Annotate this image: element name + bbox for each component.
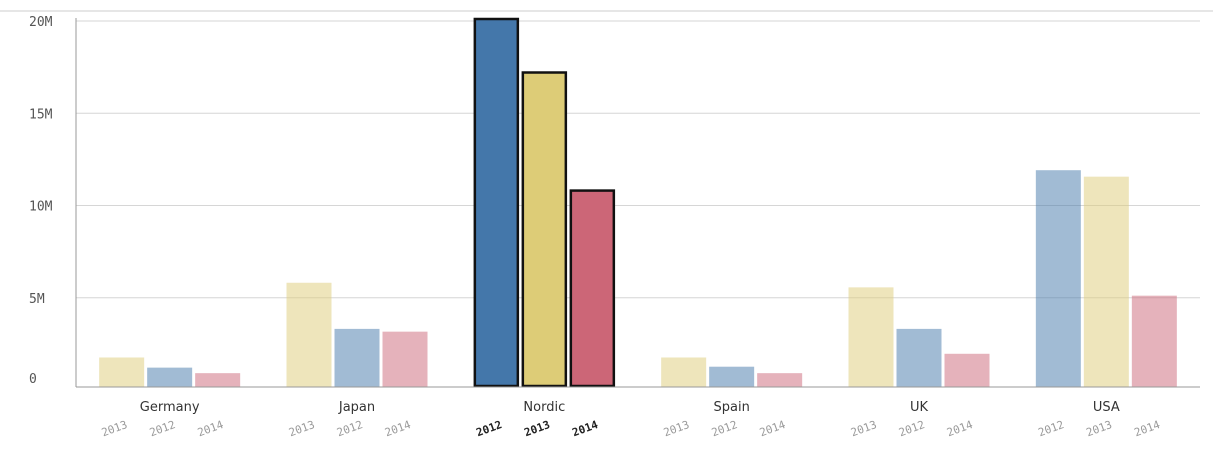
category-label[interactable]: UK	[910, 400, 929, 415]
bar-japan-2012[interactable]	[334, 328, 380, 387]
x-subtick-label: 2014	[945, 418, 975, 439]
x-subtick-label: 2013	[662, 418, 691, 439]
bar-germany-2013[interactable]	[99, 357, 145, 387]
x-subtick-label: 2012	[710, 418, 739, 439]
x-axis-labels: 2013 2012 2014 Germany 2013 2012 2014 Japan 2012…	[100, 400, 1162, 439]
x-subtick-label: 2012	[148, 418, 177, 439]
bar-nordic-2013[interactable]	[521, 71, 568, 388]
category-label[interactable]: Spain	[714, 400, 750, 415]
bar-spain-2013[interactable]	[661, 357, 707, 387]
x-subtick-label: 2014	[758, 418, 788, 439]
x-subtick-label: 2012	[1036, 418, 1065, 439]
category-label[interactable]: Nordic	[523, 400, 565, 415]
gridlines	[76, 20, 1200, 299]
bar-spain-2012[interactable]	[709, 366, 755, 387]
bar-usa-2012[interactable]	[1035, 170, 1081, 387]
bar-japan-2013[interactable]	[286, 282, 332, 387]
bar-usa-2013[interactable]	[1083, 176, 1129, 387]
bar-uk-2013[interactable]	[848, 287, 894, 387]
bar-uk-2012[interactable]	[896, 328, 942, 387]
bar-uk-2014[interactable]	[944, 353, 990, 387]
x-subtick-label: 2013	[100, 418, 129, 439]
y-axis-ticks: 0 5M 10M 15M 20M	[29, 15, 53, 387]
bar-germany-2012[interactable]	[147, 367, 193, 387]
bar-japan-2014[interactable]	[382, 331, 428, 387]
y-tick-label: 20M	[29, 15, 53, 30]
bar-spain-2014[interactable]	[757, 373, 803, 387]
x-subtick-label: 2013	[287, 418, 316, 439]
x-subtick-label: 2012	[474, 418, 503, 439]
x-subtick-label: 2012	[897, 418, 926, 439]
category-label[interactable]: Germany	[140, 400, 200, 415]
x-subtick-label: 2014	[196, 418, 226, 439]
y-tick-label: 0	[29, 372, 37, 387]
x-subtick-label: 2014	[570, 418, 600, 439]
bar-germany-2014[interactable]	[195, 373, 241, 387]
category-label[interactable]: USA	[1093, 400, 1120, 415]
y-tick-label: 10M	[29, 200, 53, 215]
x-subtick-label: 2014	[1132, 418, 1162, 439]
bars[interactable]	[99, 17, 1177, 388]
bar-nordic-2012[interactable]	[473, 17, 520, 388]
category-label[interactable]: Japan	[338, 400, 375, 415]
x-subtick-label: 2013	[849, 418, 878, 439]
y-tick-label: 5M	[29, 292, 45, 307]
x-subtick-label: 2014	[383, 418, 413, 439]
x-subtick-label: 2012	[335, 418, 364, 439]
y-tick-label: 15M	[29, 107, 53, 122]
x-subtick-label: 2013	[522, 418, 551, 439]
bar-usa-2014[interactable]	[1131, 295, 1177, 387]
x-subtick-label: 2013	[1084, 418, 1113, 439]
bar-nordic-2014[interactable]	[569, 189, 616, 388]
